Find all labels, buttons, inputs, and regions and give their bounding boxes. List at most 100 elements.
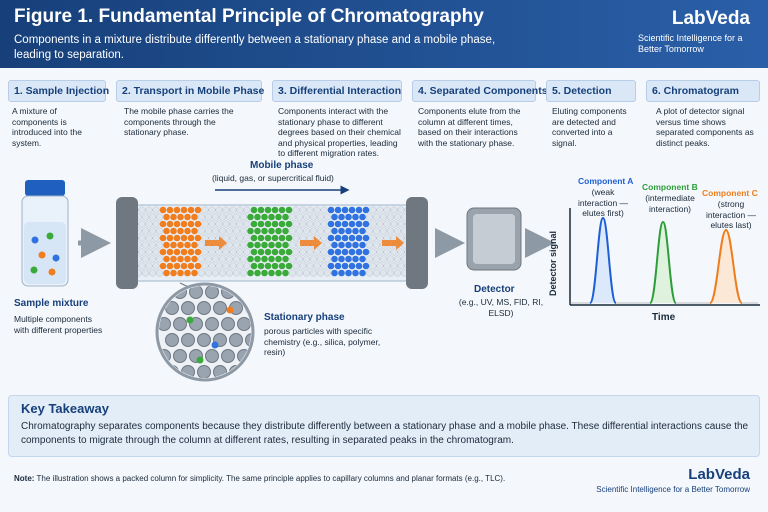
particle [365, 213, 374, 221]
particle [323, 213, 332, 221]
particle [218, 227, 227, 235]
particle [369, 206, 377, 214]
particle [278, 234, 286, 242]
particle [288, 269, 297, 277]
porous-particle [159, 317, 171, 331]
particle [194, 206, 202, 214]
particle [163, 227, 170, 235]
particle [257, 220, 265, 228]
particle [211, 227, 220, 235]
particle [211, 255, 220, 263]
particle [334, 220, 342, 228]
particle [362, 262, 370, 270]
particle [379, 269, 388, 277]
stationary-phase-title: Stationary phase [264, 312, 345, 323]
particle [145, 206, 153, 214]
peak [709, 228, 743, 304]
particle [285, 234, 293, 242]
particle [211, 269, 220, 277]
particle [393, 213, 402, 221]
particle [141, 269, 150, 277]
particle [155, 241, 164, 249]
particle [327, 206, 335, 214]
peak-note: (weak interaction — elutes first) [577, 187, 629, 218]
particle [313, 206, 321, 214]
particle [282, 255, 289, 263]
particle [159, 262, 167, 270]
particle [145, 262, 153, 270]
particle [138, 262, 146, 270]
particle [271, 248, 279, 256]
particle [334, 262, 342, 270]
molecule [211, 341, 219, 349]
particle [229, 262, 237, 270]
peak-name: Component C [702, 188, 758, 198]
particle [309, 255, 318, 263]
particle [302, 269, 311, 277]
particle [148, 241, 157, 249]
particle [306, 248, 314, 256]
particle [232, 269, 241, 277]
particle [397, 262, 405, 270]
particle [341, 234, 349, 242]
particle [331, 241, 338, 249]
particle [222, 248, 230, 256]
particle [148, 227, 157, 235]
particle [201, 220, 209, 228]
particle [323, 269, 332, 277]
particle [362, 248, 370, 256]
particle [338, 269, 345, 277]
porous-particle [189, 286, 203, 299]
particle [173, 220, 181, 228]
particle [282, 227, 289, 235]
particle [268, 213, 275, 221]
particle [254, 255, 261, 263]
particle [166, 234, 174, 242]
step-text: A plot of detector signal versus time sh… [656, 106, 754, 148]
particle [341, 262, 349, 270]
particle [155, 227, 164, 235]
note-text: The illustration shows a packed column f… [36, 474, 506, 483]
particle [163, 269, 170, 277]
particle [327, 220, 335, 228]
particle [352, 227, 359, 235]
particle [187, 220, 195, 228]
particle [369, 248, 377, 256]
particle [141, 227, 150, 235]
particle [352, 269, 359, 277]
particle [225, 213, 234, 221]
step-title: 2. Transport in Mobile Phase [116, 80, 264, 102]
particle [271, 220, 279, 228]
particle [138, 220, 146, 228]
particle [372, 255, 381, 263]
step-text: Components elute from the column at diff… [418, 106, 521, 148]
particle [309, 269, 318, 277]
molecule [48, 268, 56, 276]
particle [204, 227, 213, 235]
particle [141, 241, 150, 249]
particle [191, 227, 198, 235]
particle [390, 220, 398, 228]
particle [166, 220, 174, 228]
particle [159, 248, 167, 256]
sample-title: Sample mixture [14, 298, 89, 309]
particle [282, 269, 289, 277]
sample-text: Multiple components with different prope… [14, 314, 103, 335]
particle [247, 269, 254, 277]
particle [393, 227, 402, 235]
porous-particle [173, 349, 187, 363]
particle [247, 213, 254, 221]
particle [254, 269, 261, 277]
particle [236, 234, 244, 242]
particle [295, 269, 304, 277]
particle [187, 248, 195, 256]
particle [194, 220, 202, 228]
particle [180, 234, 188, 242]
particle [345, 269, 352, 277]
particle [236, 248, 244, 256]
porous-particle [221, 317, 235, 331]
particle [376, 248, 384, 256]
title: Figure 1. Fundamental Principle of Chrom… [14, 6, 484, 27]
particle [288, 227, 297, 235]
particle [254, 213, 261, 221]
